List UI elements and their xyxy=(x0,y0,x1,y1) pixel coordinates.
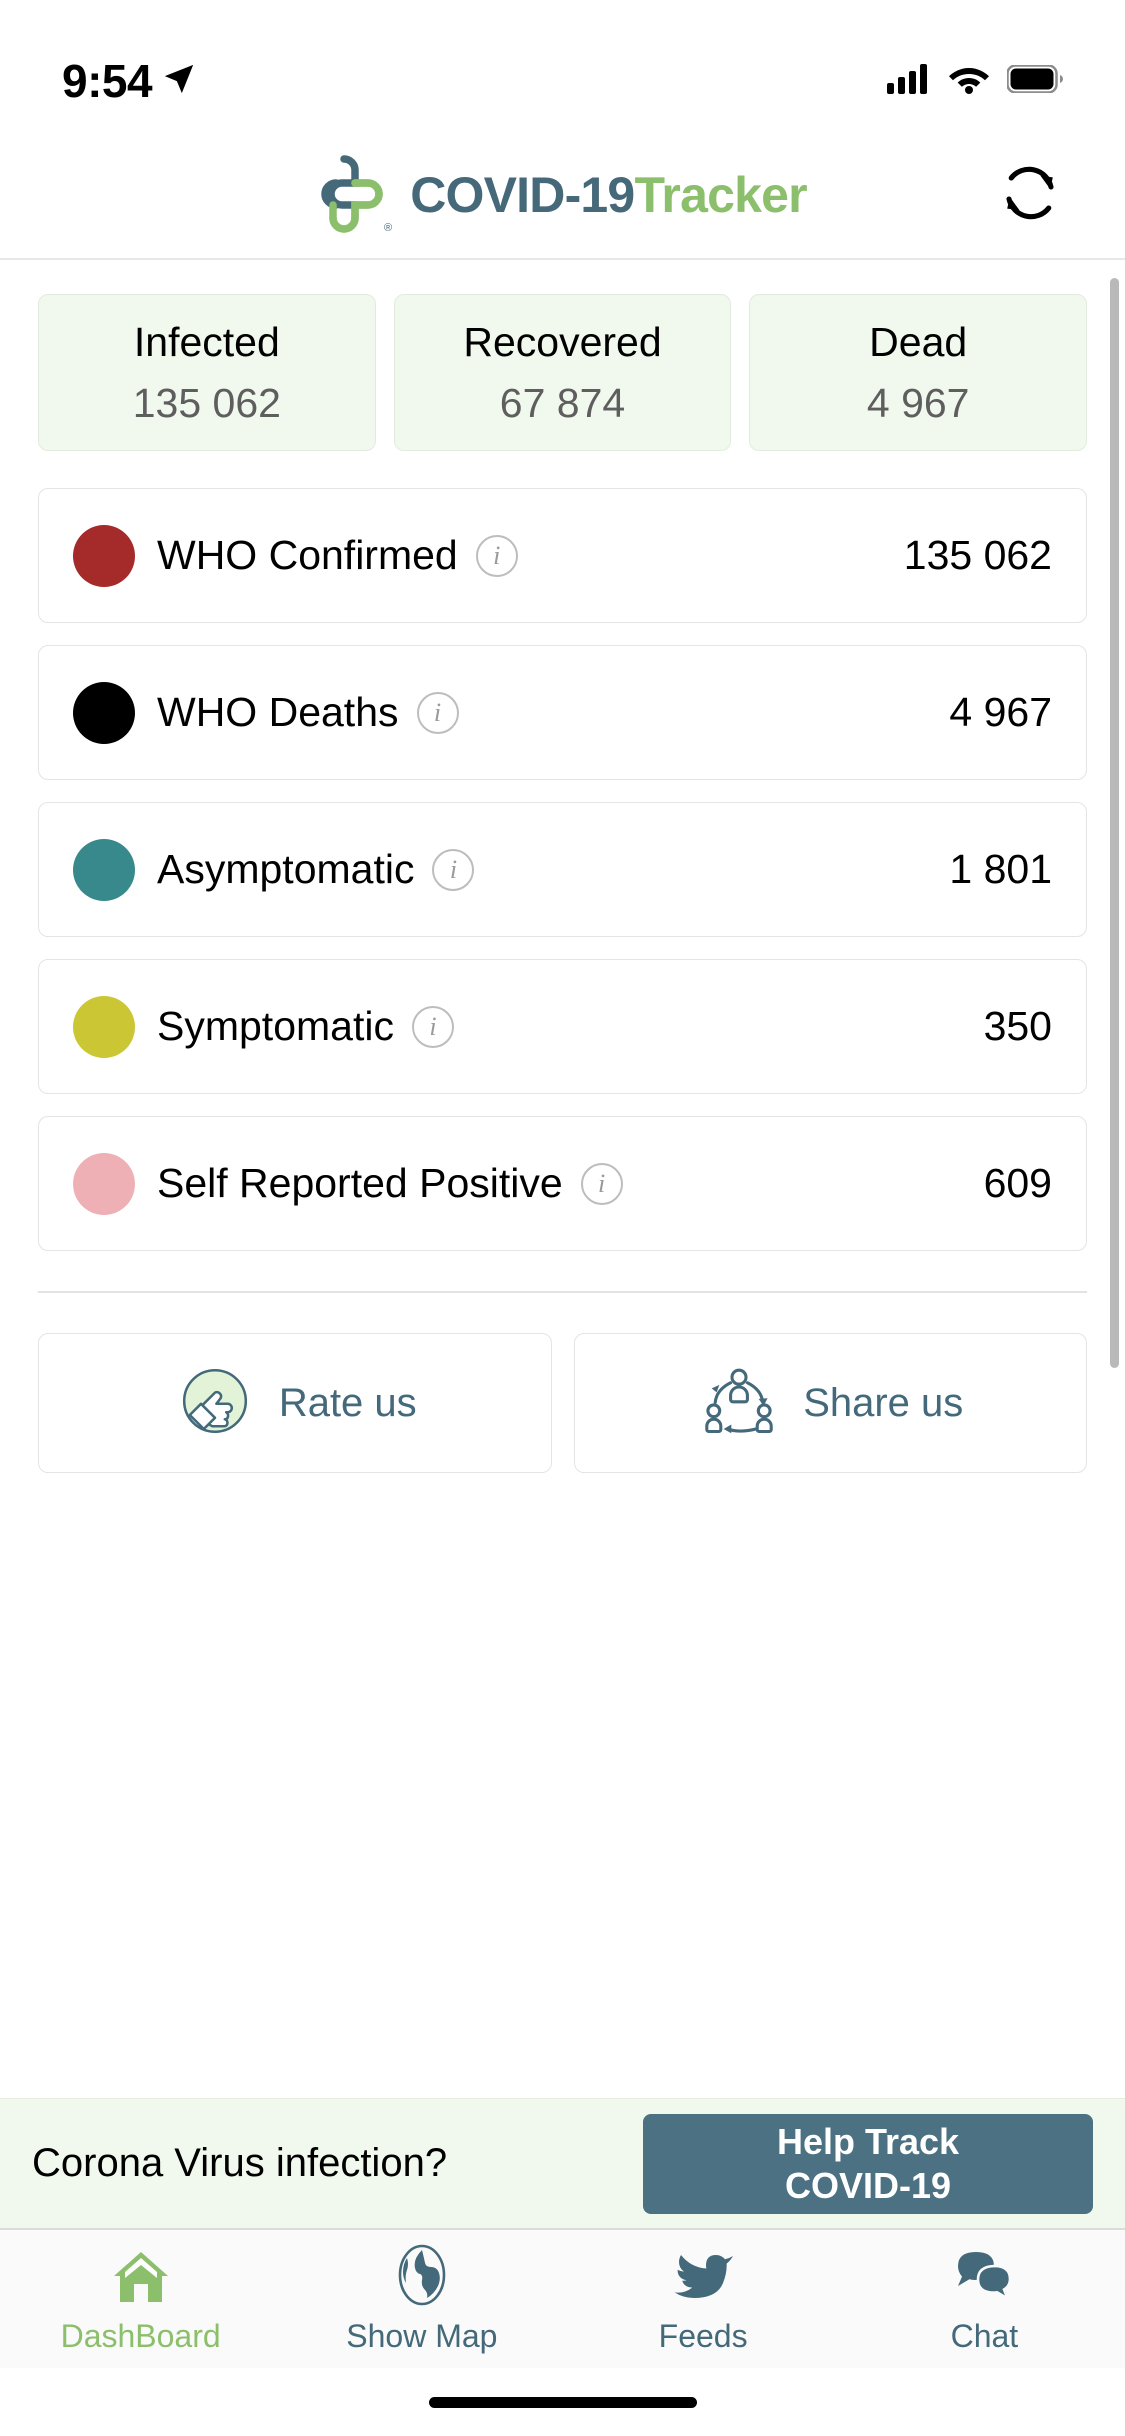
summary-card-value: 4 967 xyxy=(866,379,970,426)
metric-label: Self Reported Positive xyxy=(157,1160,563,1206)
tab-label: DashBoard xyxy=(60,2317,221,2354)
metric-row-who-deaths[interactable]: WHO Deaths i 4 967 xyxy=(38,645,1087,780)
tab-label: Show Map xyxy=(346,2317,498,2354)
tab-feeds[interactable]: Feeds xyxy=(563,2244,844,2355)
metric-value: 350 xyxy=(983,1003,1052,1049)
brand-title-primary: COVID-19 xyxy=(410,167,635,223)
tab-show-map[interactable]: Show Map xyxy=(281,2244,562,2355)
summary-card-label: Recovered xyxy=(463,318,662,365)
globe-icon xyxy=(393,2244,451,2306)
help-track-covid-button[interactable]: Help Track COVID-19 xyxy=(643,2113,1093,2214)
location-arrow-icon xyxy=(162,62,196,101)
info-icon[interactable]: i xyxy=(475,534,518,577)
metric-list: WHO Confirmed i 135 062 WHO Deaths i 4 9… xyxy=(38,488,1087,1251)
promo-button-line2: COVID-19 xyxy=(784,2164,952,2206)
metric-row-who-confirmed[interactable]: WHO Confirmed i 135 062 xyxy=(38,488,1087,623)
brand-title-accent: Tracker xyxy=(634,167,807,223)
rate-us-button[interactable]: Rate us xyxy=(38,1333,552,1473)
status-bar-left: 9:54 xyxy=(62,54,196,108)
metric-label: WHO Deaths xyxy=(157,689,399,735)
summary-card-dead[interactable]: Dead 4 967 xyxy=(749,294,1088,451)
metric-row-symptomatic[interactable]: Symptomatic i 350 xyxy=(38,959,1087,1094)
summary-cards: Infected 135 062 Recovered 67 874 Dead 4… xyxy=(38,294,1088,451)
refresh-icon xyxy=(994,157,1066,234)
tab-dashboard[interactable]: DashBoard xyxy=(0,2244,281,2355)
section-divider xyxy=(38,1291,1087,1293)
refresh-button[interactable] xyxy=(993,158,1067,232)
metric-label: Symptomatic xyxy=(157,1003,394,1049)
status-dot xyxy=(73,838,135,901)
wifi-icon xyxy=(948,63,990,99)
metric-row-self-reported-positive[interactable]: Self Reported Positive i 609 xyxy=(38,1116,1087,1251)
metric-value: 4 967 xyxy=(949,689,1052,735)
status-bar-clock: 9:54 xyxy=(62,55,153,107)
action-label: Rate us xyxy=(278,1380,417,1425)
summary-card-infected[interactable]: Infected 135 062 xyxy=(38,294,376,451)
metric-label: WHO Confirmed xyxy=(157,532,458,578)
vertical-scrollbar[interactable] xyxy=(1110,278,1119,1368)
tab-label: Chat xyxy=(950,2317,1019,2354)
info-icon[interactable]: i xyxy=(580,1162,623,1205)
promo-text: Corona Virus infection? xyxy=(32,2141,448,2185)
thumbs-up-icon xyxy=(173,1359,257,1448)
metric-label: Asymptomatic xyxy=(157,846,415,892)
summary-card-value: 67 874 xyxy=(499,379,626,426)
action-buttons: Rate us xyxy=(38,1333,1087,1473)
promo-button-line1: Help Track xyxy=(776,2121,960,2163)
status-bar: 9:54 xyxy=(0,0,1125,132)
summary-card-recovered[interactable]: Recovered 67 874 xyxy=(393,294,732,451)
chat-bubbles-icon xyxy=(952,2244,1016,2306)
info-icon[interactable]: i xyxy=(411,1005,454,1048)
app-header: ® COVID-19Tracker xyxy=(0,132,1125,260)
share-us-button[interactable]: Share us xyxy=(573,1333,1087,1473)
action-label: Share us xyxy=(803,1380,964,1425)
promo-banner: Corona Virus infection? Help Track COVID… xyxy=(0,2098,1125,2228)
metric-value: 1 801 xyxy=(949,846,1052,892)
svg-text:®: ® xyxy=(384,222,392,234)
summary-card-label: Dead xyxy=(869,318,968,365)
info-icon[interactable]: i xyxy=(432,848,475,891)
info-icon[interactable]: i xyxy=(416,691,459,734)
metric-row-asymptomatic[interactable]: Asymptomatic i 1 801 xyxy=(38,802,1087,937)
status-dot xyxy=(73,1152,135,1215)
home-icon xyxy=(110,2244,172,2306)
cellular-signal-icon xyxy=(887,63,931,99)
dashboard-scroll-area[interactable]: Infected 135 062 Recovered 67 874 Dead 4… xyxy=(0,260,1125,2098)
status-dot xyxy=(73,681,135,744)
summary-card-value: 135 062 xyxy=(132,379,281,426)
metric-value: 135 062 xyxy=(903,532,1052,578)
page-title: COVID-19Tracker xyxy=(410,166,807,224)
home-indicator[interactable] xyxy=(428,2396,697,2408)
brand: ® COVID-19Tracker xyxy=(318,151,808,240)
twitter-bird-icon xyxy=(671,2244,735,2306)
home-indicator-area xyxy=(0,2368,1125,2436)
status-dot xyxy=(73,995,135,1058)
share-network-icon xyxy=(697,1359,781,1448)
status-bar-right xyxy=(887,63,1063,99)
bottom-nav: DashBoard Show Map Feeds xyxy=(0,2228,1125,2368)
summary-card-label: Infected xyxy=(133,318,280,365)
tab-label: Feeds xyxy=(658,2317,748,2354)
battery-full-icon xyxy=(1006,63,1063,98)
metric-value: 609 xyxy=(983,1160,1052,1206)
covid-cross-logo-icon: ® xyxy=(318,151,394,240)
tab-chat[interactable]: Chat xyxy=(844,2244,1125,2355)
status-dot xyxy=(73,524,135,587)
